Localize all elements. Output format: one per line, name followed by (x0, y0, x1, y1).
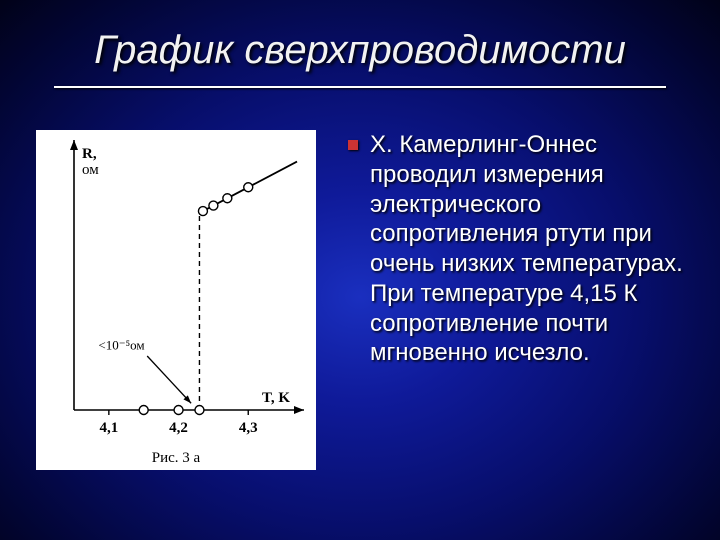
title-underline (54, 86, 666, 88)
svg-text:4,2: 4,2 (169, 420, 188, 436)
svg-text:<10⁻⁵ом: <10⁻⁵ом (98, 337, 144, 352)
chart-container: R,ом T, K 4,1 4,2 4,3 <10⁻⁵ом Рис. 3 а (36, 130, 316, 470)
slide: График сверхпроводимости Х. Камерлинг-Он… (0, 0, 720, 540)
body-text: Х. Камерлинг-Оннес проводил измерения эл… (370, 130, 690, 368)
svg-text:4,3: 4,3 (239, 420, 258, 436)
svg-text:ом: ом (82, 162, 99, 178)
slide-title: График сверхпроводимости (0, 28, 720, 73)
svg-text:Рис. 3 а: Рис. 3 а (152, 450, 201, 466)
svg-text:4,1: 4,1 (99, 420, 118, 436)
bullet-icon (348, 140, 358, 150)
resistance-chart: R,ом T, K 4,1 4,2 4,3 <10⁻⁵ом Рис. 3 а (36, 130, 316, 470)
svg-text:R,: R, (82, 146, 97, 162)
svg-text:T, K: T, K (262, 390, 290, 406)
